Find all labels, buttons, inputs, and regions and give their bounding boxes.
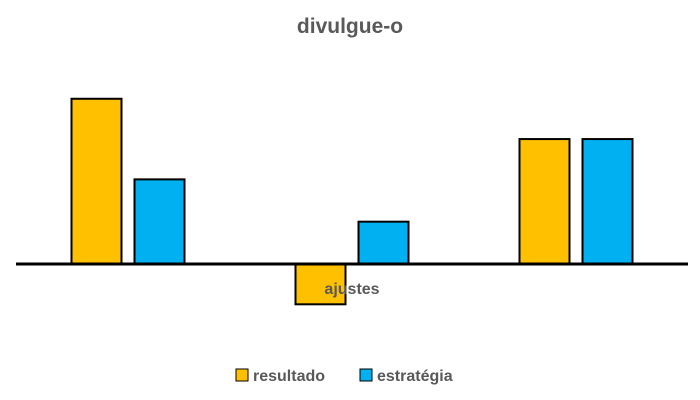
bar-estratégia-0 [133, 178, 186, 265]
bar-estratégia-1 [357, 220, 410, 265]
bar-estratégia-2 [581, 138, 634, 266]
bar-resultado-0 [70, 97, 123, 265]
bar-resultado-2 [518, 138, 571, 266]
legend-swatch-0 [235, 368, 249, 382]
legend-swatch-1 [359, 368, 373, 382]
bar-resultado-1 [294, 263, 347, 306]
category-label-1: ajustes [324, 281, 379, 298]
category-labels: ajustes [324, 281, 379, 298]
legend-label-1: estratégia [377, 368, 453, 385]
legend-label-0: resultado [253, 368, 325, 385]
legend: resultado estratégia [235, 368, 453, 385]
chart-title: divulgue-o [297, 15, 403, 38]
bars-group [70, 97, 634, 306]
